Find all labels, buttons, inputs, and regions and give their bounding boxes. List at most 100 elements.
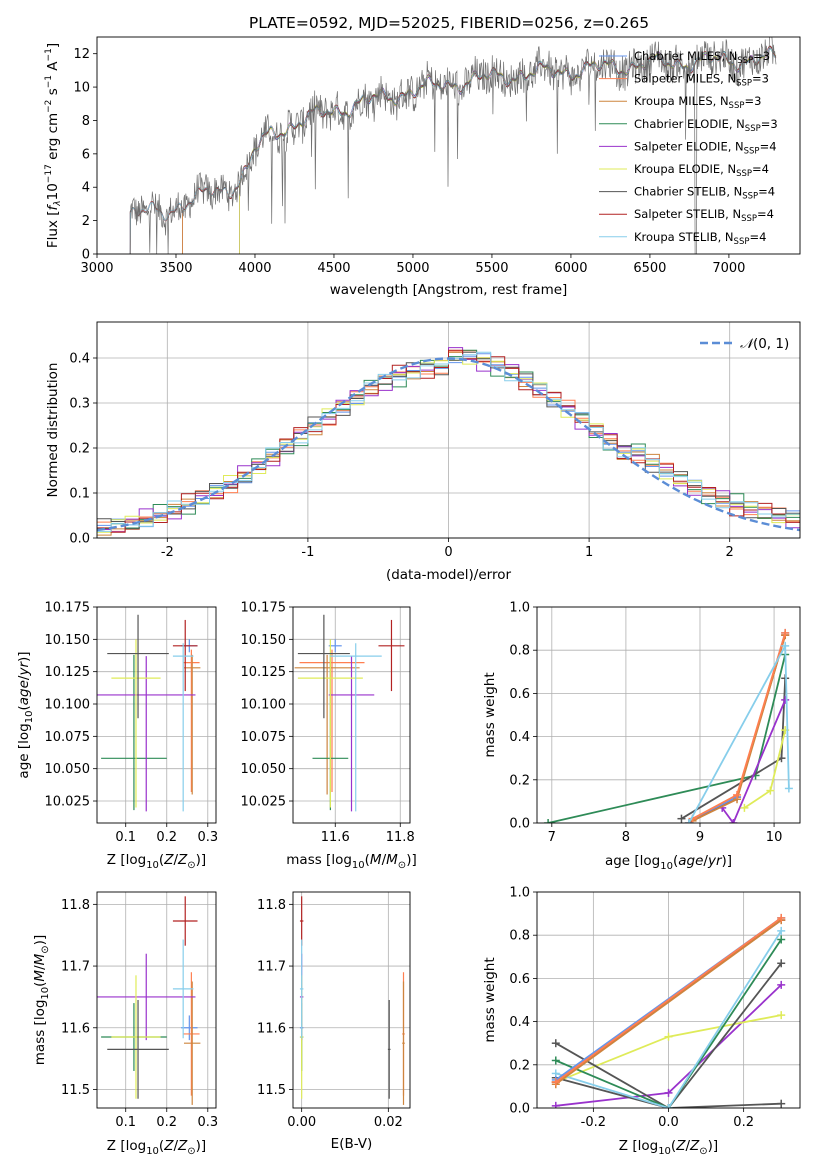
y-axis-label: mass [log10(M/M⊙)] [32, 935, 51, 1065]
x-tick-label: 0.3 [197, 1115, 218, 1130]
x-axis-label: Z [log10(Z/Z⊙)] [619, 1138, 718, 1157]
x-tick-label: 6000 [554, 261, 587, 276]
x-tick-label: 0.1 [115, 1115, 136, 1130]
y-tick-label: 0.0 [509, 817, 530, 832]
y-tick-label: 10.100 [241, 698, 287, 713]
residuals-panel: -2 -1 0 1 2 0.0 0.1 0.2 0.3 0.4 (data-model)/error… [45, 321, 801, 583]
y-tick-label: 11.7 [61, 960, 90, 975]
y-tick-label: 0.2 [69, 442, 90, 457]
plot-area [551, 913, 786, 1108]
x-tick-label: -0.2 [581, 1115, 606, 1130]
y-tick-label: 10.075 [241, 730, 287, 745]
x-tick-label: 0.0 [658, 1115, 679, 1130]
y-tick-label: 11.6 [61, 1021, 90, 1036]
x-tick-label: 11.8 [386, 830, 415, 845]
y-tick-label: 6 [82, 147, 90, 162]
legend-label: Salpeter MILES, NSSP=3 [634, 72, 769, 89]
y-tick-label: 1.0 [509, 886, 530, 901]
y-tick-label: 12 [73, 47, 90, 62]
x-axis-label: Z [log10(Z/Z⊙)] [107, 852, 206, 871]
y-tick-label: 1.0 [509, 601, 530, 616]
y-tick-label: 0.4 [509, 730, 530, 745]
y-tick-label: 11.8 [61, 898, 90, 913]
plot-area [299, 896, 405, 1105]
axes-frame [96, 606, 217, 824]
weight-line [555, 919, 782, 1085]
y-tick-label: 10.125 [241, 665, 287, 680]
y-tick-label: 10.025 [45, 795, 91, 810]
x-tick-label: -1 [301, 545, 314, 560]
y-tick-label: 0 [82, 248, 90, 263]
y-tick-label: 10.175 [241, 601, 287, 616]
x-tick-label: 7000 [712, 261, 745, 276]
legend-label: Salpeter STELIB, NSSP=4 [634, 207, 774, 224]
x-axis-label: age [log10(age/yr)] [605, 853, 732, 872]
y-axis-label: Flux [fλ10−17 erg cm−2 s−1 A−1] [44, 43, 63, 248]
y-tick-label: 10.050 [241, 762, 287, 777]
weight-line [555, 1042, 782, 1108]
axes-frame [96, 891, 217, 1109]
weight-line [555, 938, 782, 1108]
weight-line [692, 634, 787, 822]
y-tick-label: 11.5 [257, 1083, 286, 1098]
x-tick-label: 1 [585, 545, 593, 560]
y-tick-label: 4 [82, 181, 90, 196]
y-tick-label: 0.0 [509, 1102, 530, 1117]
x-tick-label: 0.02 [374, 1115, 403, 1130]
x-tick-label: -2 [161, 545, 174, 560]
x-tick-label: 2 [726, 545, 734, 560]
x-tick-label: 10 [766, 830, 783, 845]
massweight-vs-age-panel: 7 8 9 10 0.0 0.2 0.4 0.6 0.8 1.0 age [log10(age/yr… [482, 601, 801, 872]
x-tick-label: 0.00 [287, 1115, 316, 1130]
y-tick-label: 10.100 [45, 698, 91, 713]
weight-line [721, 699, 787, 823]
age-vs-mass-panel: 11.6 11.8 10.025 10.050 10.075 10.100 10.125 10… [241, 601, 417, 872]
spectrum-panel: 3000 3500 4000 4500 5000 5500 6000 6500 7000 0 2 4 6… [44, 36, 801, 298]
y-tick-label: 8 [82, 114, 90, 129]
gaussian-curve [97, 357, 800, 532]
axes-frame [292, 606, 411, 824]
axes-frame [536, 891, 801, 1109]
y-tick-label: 0.6 [509, 687, 530, 702]
x-axis-label: E(B-V) [331, 1136, 373, 1152]
legend-label: Kroupa ELODIE, NSSP=4 [634, 162, 769, 179]
y-tick-label: 0.8 [509, 929, 530, 944]
y-tick-label: 10.125 [45, 665, 91, 680]
legend: Chabrier MILES, NSSP=3 Salpeter MILES, NS… [599, 49, 778, 247]
legend-label: 𝒩(0, 1) [740, 336, 789, 352]
y-axis-label: Normed distribution [45, 363, 61, 498]
plot-area [97, 347, 800, 538]
x-tick-label: 0 [444, 545, 452, 560]
y-tick-label: 0.4 [509, 1015, 530, 1030]
x-tick-label: 5500 [475, 261, 508, 276]
y-tick-label: 10.075 [45, 730, 91, 745]
plot-area [97, 614, 201, 812]
legend-label: Chabrier STELIB, NSSP=4 [634, 185, 775, 202]
y-tick-label: 10 [73, 81, 90, 96]
y-tick-label: 10.175 [45, 601, 91, 616]
weight-line [555, 930, 782, 1108]
x-tick-label: 0.2 [156, 830, 177, 845]
weight-line [555, 917, 782, 1083]
observed-spectrum-line [129, 37, 777, 254]
y-tick-label: 0.2 [509, 1058, 530, 1073]
axes-frame [96, 36, 801, 255]
x-tick-label: 0.2 [733, 1115, 754, 1130]
x-tick-label: 0.3 [197, 830, 218, 845]
y-axis-label: mass weight [482, 672, 498, 757]
y-tick-label: 10.150 [241, 633, 287, 648]
x-tick-label: 7 [548, 830, 556, 845]
y-tick-label: 10.150 [45, 633, 91, 648]
y-tick-label: 11.7 [257, 960, 286, 975]
x-tick-label: 9 [696, 830, 704, 845]
y-tick-label: 0.2 [509, 773, 530, 788]
x-tick-label: 3500 [159, 261, 192, 276]
y-tick-label: 10.050 [45, 762, 91, 777]
x-tick-label: 6500 [633, 261, 666, 276]
x-tick-label: 0.1 [115, 830, 136, 845]
plot-area [97, 896, 201, 1105]
weight-line [547, 654, 787, 823]
histogram-step [97, 351, 800, 538]
y-tick-label: 10.025 [241, 795, 287, 810]
x-axis-label: (data-model)/error [386, 567, 512, 583]
